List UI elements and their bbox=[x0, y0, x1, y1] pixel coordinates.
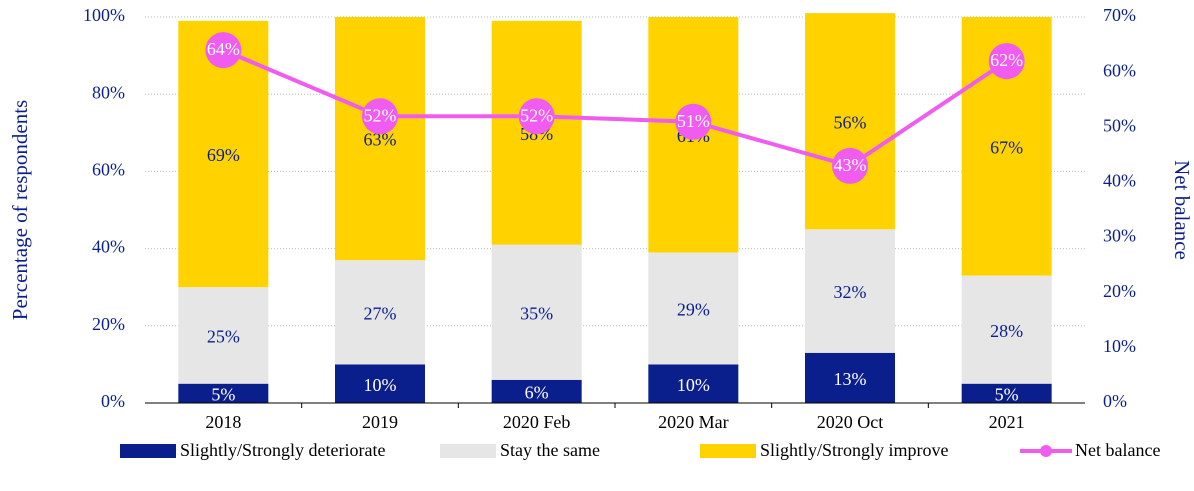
data-label: 29% bbox=[677, 300, 710, 320]
bar-segment bbox=[335, 364, 425, 403]
data-label: 62% bbox=[990, 50, 1023, 70]
y-tick-label: 20% bbox=[92, 314, 125, 334]
data-label: 52% bbox=[520, 105, 553, 125]
net-balance-point bbox=[518, 98, 555, 135]
bar-segment bbox=[648, 252, 739, 365]
data-label: 67% bbox=[990, 137, 1023, 157]
data-label: 35% bbox=[520, 303, 553, 323]
data-label: 28% bbox=[990, 321, 1023, 341]
data-label: 43% bbox=[834, 155, 867, 175]
bar-segment bbox=[178, 383, 269, 403]
bar-segment bbox=[335, 260, 425, 365]
y-tick-label: 40% bbox=[92, 237, 125, 257]
y2-tick-label: 10% bbox=[1103, 336, 1136, 356]
bar-segment bbox=[491, 379, 582, 403]
net-balance-point bbox=[675, 103, 712, 140]
net-balance-point bbox=[832, 147, 868, 184]
legend-label: Net balance bbox=[1075, 440, 1160, 460]
data-label: 5% bbox=[211, 384, 235, 404]
data-label: 13% bbox=[834, 369, 867, 389]
data-label: 64% bbox=[207, 39, 240, 59]
y-axis-label: Percentage of respondents bbox=[8, 100, 32, 320]
y-tick-label: 80% bbox=[92, 82, 125, 102]
y-tick-label: 0% bbox=[101, 391, 125, 411]
legend-label: Stay the same bbox=[500, 440, 600, 460]
x-tick-label: 2021 bbox=[989, 412, 1025, 432]
data-label: 32% bbox=[834, 282, 867, 302]
bar-segment bbox=[961, 275, 1052, 384]
data-label: 52% bbox=[364, 105, 397, 125]
data-label: 63% bbox=[364, 130, 397, 150]
legend-key bbox=[120, 444, 176, 458]
bar-segment bbox=[491, 244, 582, 380]
x-tick-label: 2020 Feb bbox=[503, 412, 571, 432]
bar-segment bbox=[178, 287, 269, 384]
net-balance-point bbox=[988, 43, 1025, 80]
legend-label: Slightly/Strongly deteriorate bbox=[180, 440, 385, 460]
data-label: 10% bbox=[364, 375, 397, 395]
bar-segment bbox=[648, 364, 739, 403]
y2-tick-label: 70% bbox=[1103, 5, 1136, 25]
net-balance-point bbox=[205, 32, 242, 69]
y2-tick-label: 30% bbox=[1103, 226, 1136, 246]
bar-segment bbox=[335, 17, 425, 261]
data-label: 51% bbox=[677, 111, 710, 131]
x-tick-label: 2019 bbox=[362, 412, 398, 432]
y2-tick-label: 20% bbox=[1103, 281, 1136, 301]
bar-segment bbox=[805, 352, 895, 403]
x-tick-label: 2020 Oct bbox=[817, 412, 884, 432]
legend-key bbox=[1040, 445, 1052, 457]
bar-segment bbox=[805, 229, 895, 353]
y-tick-label: 100% bbox=[83, 5, 125, 25]
data-label: 27% bbox=[364, 303, 397, 323]
bar-segment bbox=[805, 13, 895, 230]
legend-key bbox=[440, 444, 496, 458]
legend-key bbox=[700, 444, 756, 458]
y2-tick-label: 0% bbox=[1103, 391, 1127, 411]
data-label: 10% bbox=[677, 375, 710, 395]
x-tick-label: 2018 bbox=[205, 412, 241, 432]
y2-tick-label: 60% bbox=[1103, 60, 1136, 80]
net-balance-point bbox=[362, 98, 398, 135]
x-tick-label: 2020 Mar bbox=[658, 412, 729, 432]
legend-label: Slightly/Strongly improve bbox=[760, 440, 949, 460]
data-label: 56% bbox=[834, 112, 867, 132]
y2-tick-label: 50% bbox=[1103, 115, 1136, 135]
data-label: 69% bbox=[207, 145, 240, 165]
net-balance-line bbox=[222, 48, 1008, 169]
data-label: 25% bbox=[207, 327, 240, 347]
y2-tick-label: 40% bbox=[1103, 171, 1136, 191]
bar-segment bbox=[961, 383, 1052, 403]
y2-axis-label: Net balance bbox=[1170, 160, 1194, 260]
data-label: 6% bbox=[525, 383, 549, 403]
y-tick-label: 60% bbox=[92, 160, 125, 180]
data-label: 5% bbox=[995, 384, 1019, 404]
